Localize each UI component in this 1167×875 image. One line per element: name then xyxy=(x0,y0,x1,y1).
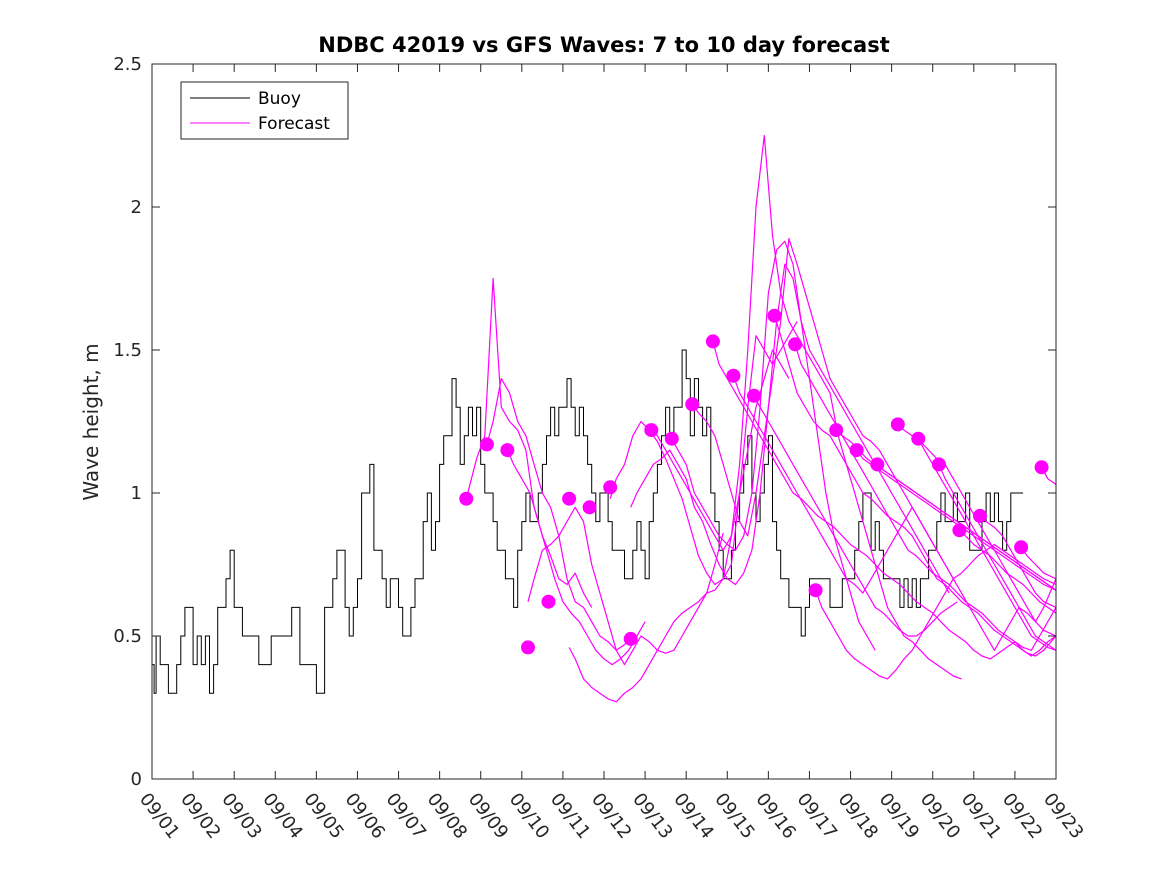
forecast-start-marker xyxy=(459,491,474,506)
forecast-start-marker xyxy=(582,500,597,515)
forecast-series-line-24 xyxy=(979,515,1056,608)
forecast-series-line-6 xyxy=(609,321,798,586)
legend-box xyxy=(180,81,349,140)
y-tick-label: 1 xyxy=(131,483,142,504)
forecast-series-line-11 xyxy=(712,341,958,637)
y-tick-label: 1.5 xyxy=(113,340,142,361)
forecast-start-marker xyxy=(541,594,556,609)
forecast-series-line-9 xyxy=(671,240,950,594)
y-tick-label: 2.5 xyxy=(113,54,142,75)
forecast-start-marker xyxy=(562,491,577,506)
forecast-series-line-13 xyxy=(753,395,1056,660)
forecast-start-marker xyxy=(644,423,659,438)
plot-area xyxy=(152,64,1056,779)
forecast-series-line-22 xyxy=(938,464,1056,651)
forecast-start-marker xyxy=(705,334,720,349)
forecast-start-marker xyxy=(685,397,700,412)
y-axis-label: Wave height, m xyxy=(79,343,103,500)
forecast-start-marker xyxy=(849,443,864,458)
forecast-start-marker xyxy=(952,523,967,538)
forecast-start-marker xyxy=(870,457,885,472)
forecast-series-line-21 xyxy=(917,438,1056,651)
forecast-start-marker xyxy=(931,457,946,472)
y-tick-label: 0.5 xyxy=(113,626,142,647)
forecast-start-marker xyxy=(911,431,926,446)
forecast-start-marker xyxy=(767,308,782,323)
forecast-series-line-10 xyxy=(691,237,954,580)
forecast-series-line-23 xyxy=(958,529,1056,614)
chart-title: NDBC 42019 vs GFS Waves: 7 to 10 day for… xyxy=(318,33,889,57)
buoy-series-line xyxy=(152,349,1024,694)
legend: Buoy Forecast xyxy=(180,81,349,140)
forecast-start-marker xyxy=(808,583,823,598)
y-tick-label: 0 xyxy=(131,769,142,790)
forecast-series-line-12 xyxy=(732,375,1056,651)
forecast-start-marker xyxy=(890,417,905,432)
forecast-start-marker xyxy=(726,368,741,383)
forecast-start-marker xyxy=(829,423,844,438)
forecast-start-marker xyxy=(747,388,761,403)
forecast-start-marker xyxy=(479,437,494,452)
forecast-series-line-18 xyxy=(856,449,1056,591)
forecast-series-line-14 xyxy=(773,315,1056,657)
forecast-start-marker xyxy=(623,631,638,646)
forecast-start-marker xyxy=(664,431,679,446)
forecast-series-line-16 xyxy=(815,543,1056,680)
forecast-start-marker xyxy=(521,640,535,655)
forecast-start-marker xyxy=(1014,540,1029,555)
forecast-start-marker xyxy=(788,337,803,352)
forecast-series-line-8 xyxy=(650,134,962,680)
forecast-start-marker xyxy=(500,443,515,458)
forecast-series-line-5 xyxy=(568,349,790,703)
forecast-series-line-1 xyxy=(465,277,593,608)
forecast-start-marker xyxy=(1034,460,1049,475)
forecast-series-line-3 xyxy=(506,449,646,666)
legend-label-forecast: Forecast xyxy=(258,114,330,134)
legend-label-buoy: Buoy xyxy=(258,89,301,109)
forecast-start-marker xyxy=(973,508,987,523)
forecast-series-line-4 xyxy=(527,506,724,666)
forecast-series-line-25 xyxy=(1020,546,1056,580)
series-layer xyxy=(152,134,1056,703)
forecast-start-marker xyxy=(603,480,618,495)
y-tick-label: 2 xyxy=(131,197,142,218)
